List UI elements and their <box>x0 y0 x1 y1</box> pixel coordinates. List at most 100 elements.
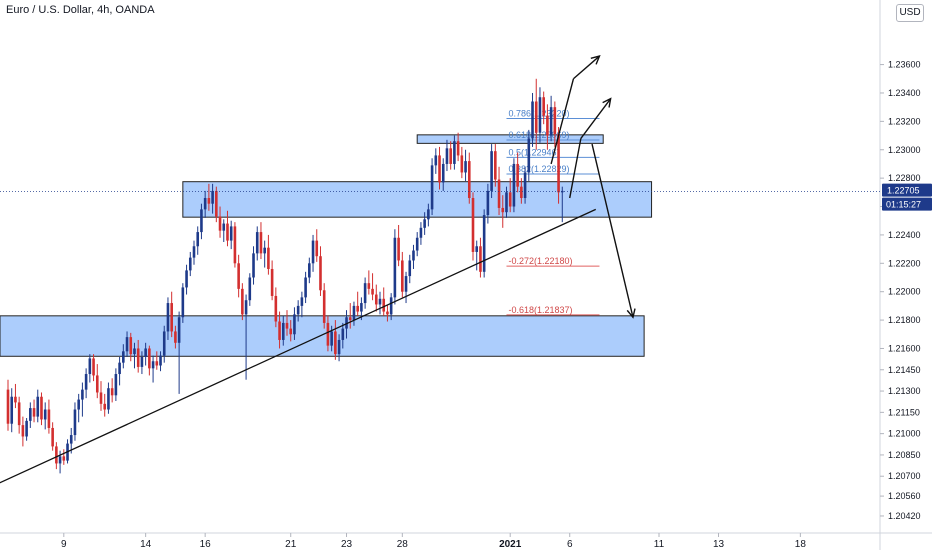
candle-body <box>497 179 501 208</box>
candle-body <box>542 97 545 116</box>
candle-body <box>207 198 211 204</box>
candle-body <box>322 290 326 323</box>
candle-body <box>520 186 523 199</box>
candle-body <box>404 276 408 292</box>
candle-body <box>32 408 36 417</box>
candle-body <box>527 138 531 173</box>
currency-button[interactable]: USD <box>896 4 924 22</box>
candle-body <box>393 237 397 298</box>
candle-body <box>427 209 430 220</box>
up-leg-1 <box>569 138 582 199</box>
candle-body <box>501 207 505 213</box>
candle-body <box>159 355 162 366</box>
candle-body <box>408 260 412 277</box>
candle-body <box>170 303 173 332</box>
candle-body <box>17 402 21 426</box>
last-price-tag <box>882 183 932 197</box>
candle-body <box>107 388 110 410</box>
candle-body <box>58 456 62 464</box>
candle-body <box>464 161 467 173</box>
y-tick-label: 1.20420 <box>888 511 921 521</box>
candle-body <box>557 134 560 193</box>
y-tick-label: 1.23200 <box>888 116 921 126</box>
candle-body <box>73 409 77 436</box>
candle-body <box>311 240 315 264</box>
candle-body <box>166 303 170 332</box>
candle-body <box>296 305 300 315</box>
candle-body <box>374 294 378 305</box>
candle-body <box>449 148 452 164</box>
candle-body <box>99 392 103 404</box>
candle-body <box>25 420 28 437</box>
candle-body <box>92 358 95 376</box>
candle-body <box>51 427 54 447</box>
candle-body <box>177 317 181 343</box>
candle-body <box>188 257 192 271</box>
candle-body <box>382 298 386 312</box>
candle-body <box>81 389 84 400</box>
candle-body <box>419 227 423 238</box>
countdown-label: 01:15:27 <box>886 200 921 210</box>
up-arrow-head-1 <box>602 97 612 108</box>
candle-body <box>486 190 490 216</box>
fib-level-label: 0.382(1.22829) <box>508 164 569 174</box>
candle-body <box>415 237 419 251</box>
down-arrow <box>591 143 634 318</box>
candle-body <box>475 246 479 252</box>
x-tick-label: 21 <box>285 539 297 550</box>
candle-body <box>43 409 47 420</box>
y-tick-label: 1.21300 <box>888 386 921 396</box>
candle-body <box>270 268 274 296</box>
fib-level-label: 0.618(1.23069) <box>508 130 569 140</box>
candle-body <box>118 362 121 375</box>
candle-body <box>226 223 229 241</box>
candle-body <box>14 396 17 403</box>
candle-body <box>300 297 304 306</box>
candle-body <box>430 165 434 210</box>
x-tick-label: 14 <box>140 539 152 550</box>
y-tick-label: 1.23000 <box>888 145 921 155</box>
candle-body <box>401 260 404 292</box>
candle-body <box>267 247 270 269</box>
x-tick-label: 16 <box>200 539 212 550</box>
symbol-title: Euro / U.S. Dollar, 4h, OANDA <box>6 4 155 16</box>
candle-body <box>363 283 367 304</box>
candle-body <box>10 396 14 424</box>
up-leg-3 <box>550 78 575 165</box>
candle-body <box>348 317 352 321</box>
x-tick-label: 9 <box>61 539 67 550</box>
candle-body <box>252 253 255 278</box>
x-tick-label: 18 <box>795 539 807 550</box>
candle-body <box>490 151 493 191</box>
up-arrow-head-2 <box>590 55 601 65</box>
candle-body <box>538 97 542 133</box>
down-arrow-head <box>626 308 636 319</box>
last-price-label: 1.22705 <box>887 186 920 196</box>
candle-body <box>482 215 486 272</box>
candle-body <box>319 256 322 291</box>
candle-body <box>423 219 426 228</box>
candle-body <box>77 399 80 410</box>
candle-body <box>36 396 40 417</box>
candle-body <box>241 288 244 315</box>
candle-body <box>122 351 125 363</box>
candle-body <box>360 303 363 312</box>
candle-body <box>62 456 66 461</box>
candle-body <box>334 331 337 355</box>
candle-body <box>155 361 159 366</box>
candle-body <box>215 190 218 217</box>
y-tick-label: 1.20560 <box>888 491 921 501</box>
candle-body <box>200 209 203 233</box>
candle-body <box>47 409 51 428</box>
candle-body <box>181 287 185 318</box>
y-tick-label: 1.21150 <box>888 407 920 417</box>
candle-body <box>441 163 445 183</box>
candle-body <box>453 141 456 164</box>
trendline <box>0 208 597 484</box>
candle-body <box>345 317 348 329</box>
candle-body <box>285 322 289 329</box>
candle-body <box>352 305 356 321</box>
candle-body <box>133 348 136 355</box>
